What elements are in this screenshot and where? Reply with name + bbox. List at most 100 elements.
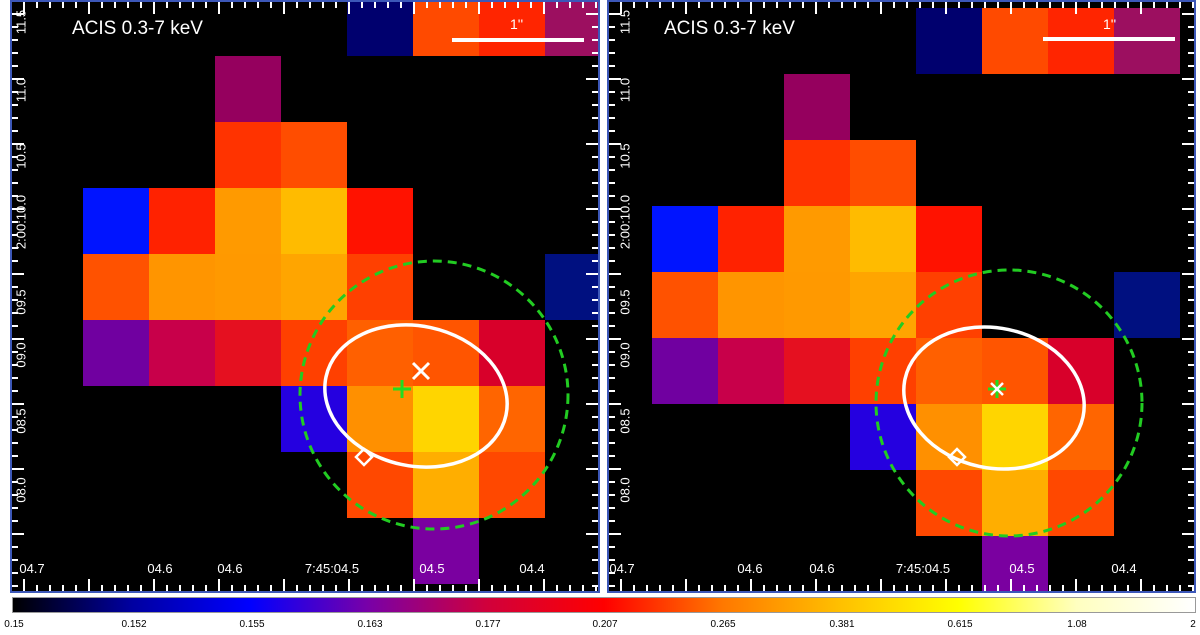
colorbar-label: 0.265 [710,619,736,630]
colorbar-label: 0.155 [239,619,265,630]
image-pixel [1048,338,1114,404]
image-pixel [850,206,916,272]
x-tick-label: 04.6 [217,561,243,576]
image-pixel [718,338,784,404]
x-tick-label: 7:45:04.5 [895,561,951,576]
panel-title: ACIS 0.3-7 keV [72,18,203,39]
image-pixel [215,320,281,386]
image-pixel [215,122,281,188]
scale-bar [452,38,584,42]
x-tick-label: 04.6 [147,561,173,576]
image-pixel [545,254,600,320]
x-tick-label: 04.5 [1009,561,1035,576]
image-pixel [413,320,479,386]
image-pixel [281,122,347,188]
image-pixel [215,56,281,122]
image-pixel [784,140,850,206]
left-heatmap [12,0,600,591]
image-pixel [413,0,479,56]
y-tick-label: 10.5 [13,143,29,169]
image-pixel [83,320,149,386]
x-marker [411,361,431,381]
image-pixel [850,404,916,470]
y-tick-label: 2:00:10.0 [617,194,633,250]
y-tick-label: 09.0 [617,342,633,368]
panel-title: ACIS 0.3-7 keV [664,18,795,39]
scale-label: 1'' [510,16,524,32]
y-tick-label: 08.0 [617,477,633,503]
x-tick-label: 04.4 [1111,561,1137,576]
colorbar [12,597,1196,613]
x-tick-label: 04.4 [519,561,545,576]
image-pixel [347,254,413,320]
image-pixel [479,0,545,56]
image-pixel [916,404,982,470]
image-pixel [347,0,413,56]
image-pixel [916,8,982,74]
right-heatmap [609,2,1194,593]
image-pixel [149,188,215,254]
image-pixel [413,386,479,452]
colorbar-label: 2 [1190,619,1196,630]
scale-label: 1'' [1103,16,1117,32]
colorbar-label: 0.381 [829,619,855,630]
y-tick-label: 09.5 [617,289,633,315]
colorbar-label: 0.152 [121,619,147,630]
image-pixel [215,188,281,254]
image-pixel [916,470,982,536]
colorbar-gradient [12,597,1196,613]
image-pixel [982,404,1048,470]
image-pixel [281,386,347,452]
image-pixel [916,338,982,404]
image-pixel [784,74,850,140]
diamond-marker [354,447,374,467]
x-tick-label: 04.6 [737,561,763,576]
image-pixel [545,0,600,56]
scale-bar [1043,37,1175,41]
image-pixel [916,206,982,272]
x-tick-label: 04.7 [19,561,45,576]
image-pixel [982,536,1048,593]
image-pixel [347,320,413,386]
right-image-panel: ACIS 0.3-7 keV 1'' 04.7 04.6 04.6 7:45:0… [607,0,1196,593]
colorbar-label: 0.15 [4,619,24,630]
image-pixel [479,386,545,452]
image-pixel [982,470,1048,536]
image-pixel [83,254,149,320]
image-pixel [1048,404,1114,470]
x-tick-label: 7:45:04.5 [304,561,360,576]
image-pixel [652,206,718,272]
diamond-marker [947,447,967,467]
dashed-circle [298,259,570,531]
colorbar-label: 1.08 [1067,619,1087,630]
y-tick-label: 2:00:10.0 [13,194,29,250]
x-marker [990,382,1004,396]
error-ellipse [902,325,1086,471]
image-pixel [784,272,850,338]
image-pixel [281,188,347,254]
image-pixel [479,320,545,386]
image-pixel [718,206,784,272]
colorbar-label: 0.177 [475,619,501,630]
y-tick-label: 11.0 [13,77,29,103]
y-tick-label: 08.0 [13,477,29,503]
y-tick-label: 09.0 [13,342,29,368]
y-tick-label: 08.5 [13,408,29,434]
image-pixel [281,254,347,320]
image-pixel [652,338,718,404]
image-pixel [215,254,281,320]
image-pixel [982,8,1048,74]
image-pixel [347,188,413,254]
image-pixel [652,272,718,338]
cross-marker [393,380,411,398]
colorbar-label: 0.163 [357,619,383,630]
y-tick-label: 11.0 [617,77,633,103]
y-tick-label: 08.5 [617,408,633,434]
image-pixel [149,254,215,320]
image-pixel [718,272,784,338]
image-pixel [149,320,215,386]
y-tick-label: 11.5 [13,9,29,35]
image-pixel [413,452,479,518]
colorbar-label: 0.615 [947,619,973,630]
y-tick-label: 11.5 [617,9,633,35]
